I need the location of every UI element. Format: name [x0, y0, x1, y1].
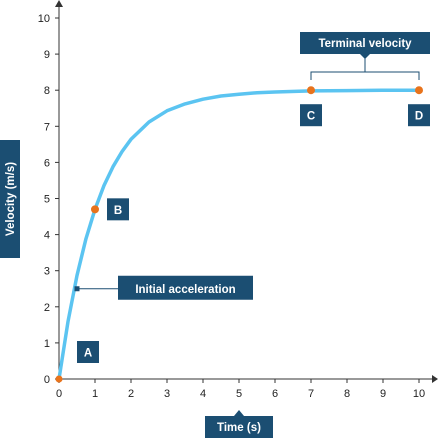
y-tick-label: 4	[44, 230, 50, 242]
x-tick-label: 4	[200, 388, 206, 400]
x-tick-label: 6	[272, 388, 278, 400]
terminal-velocity-box	[300, 32, 430, 54]
x-tick-label: 8	[344, 388, 350, 400]
x-axis-label: Time (s)	[205, 410, 273, 438]
velocity-curve	[57, 88, 421, 381]
y-axis-label-text: Velocity (m/s)	[5, 162, 17, 236]
y-axis-arrow	[55, 0, 63, 7]
x-tick-label: 5	[236, 388, 242, 400]
point-label-box-b	[107, 198, 129, 221]
point-label-box-c	[300, 104, 322, 127]
x-tick-label: 0	[56, 388, 62, 400]
y-tick-label: 1	[44, 338, 50, 350]
velocity-curve-layer	[57, 88, 421, 381]
y-tick-label: 2	[44, 302, 50, 314]
x-tick-label: 2	[128, 388, 134, 400]
x-tick-label: 9	[380, 388, 386, 400]
x-tick-label: 3	[164, 388, 170, 400]
point-label-a: A	[84, 348, 92, 360]
y-tick-label: 9	[44, 49, 50, 61]
point-label-box-a	[77, 341, 99, 363]
point-label-d: D	[415, 111, 423, 123]
y-tick-label: 7	[44, 121, 50, 133]
x-axis-label-bg	[205, 416, 273, 438]
y-tick-label: 10	[38, 13, 50, 25]
x-axis-label-pointer	[234, 410, 244, 416]
y-tick-label: 8	[44, 85, 50, 97]
x-tick-label: 10	[413, 388, 425, 400]
x-axis-arrow	[432, 375, 438, 383]
y-tick-label: 5	[44, 194, 50, 206]
initial-acceleration-box	[118, 275, 253, 300]
x-tick-label: 7	[308, 388, 314, 400]
y-tick-label: 0	[44, 374, 50, 386]
initial-acceleration-text: Initial acceleration	[135, 284, 235, 296]
terminal-velocity-bracket	[310, 71, 420, 80]
y-tick-label: 6	[44, 157, 50, 169]
x-axis-label-text: Time (s)	[217, 422, 261, 434]
point-label-box-d	[408, 104, 430, 127]
y-axis-label: Velocity (m/s)	[0, 140, 20, 258]
point-d	[415, 86, 423, 95]
terminal-velocity-pointer	[360, 54, 370, 59]
point-label-b: B	[114, 205, 122, 217]
tick-labels: 0 1 2 3 4 5 6 7 8 9 10 0 1 2 3 4 5 6 7 8 9 10	[38, 13, 425, 400]
point-b	[91, 205, 99, 214]
point-c	[307, 86, 315, 95]
x-tick-label: 1	[92, 388, 98, 400]
point-a	[55, 375, 63, 383]
annotations: Initial acceleration Terminal velocity	[74, 32, 430, 300]
y-tick-label: 3	[44, 266, 50, 278]
axes	[55, 0, 438, 383]
point-markers: A B C D	[55, 86, 430, 383]
y-axis-label-bg	[0, 140, 20, 258]
terminal-velocity-text: Terminal velocity	[318, 38, 412, 50]
point-label-c: C	[307, 111, 315, 123]
